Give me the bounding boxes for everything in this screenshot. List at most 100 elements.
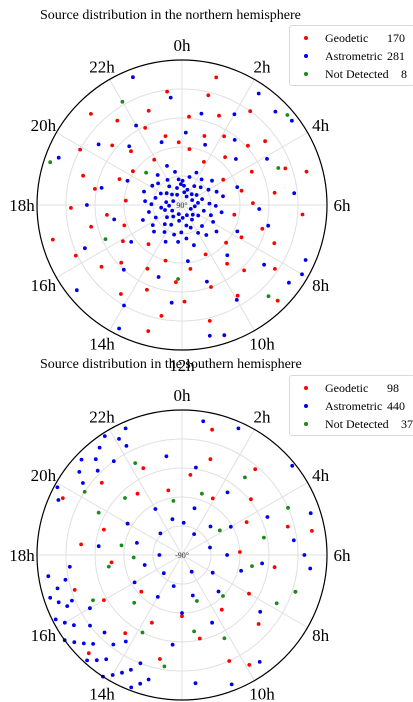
data-point-geodetic: [105, 213, 109, 217]
data-point-astrometric: [170, 642, 175, 647]
data-point-astrometric: [177, 218, 182, 223]
data-point-astrometric: [199, 177, 204, 182]
data-point-astrometric: [182, 190, 187, 195]
data-point-geodetic: [102, 598, 106, 602]
data-point-astrometric: [162, 230, 167, 234]
data-point-astrometric: [287, 280, 291, 285]
data-point-not-detected: [140, 630, 145, 635]
data-point-astrometric: [229, 682, 234, 687]
data-point-astrometric: [138, 681, 143, 686]
data-point-astrometric: [204, 233, 209, 237]
data-point-astrometric: [163, 208, 167, 212]
data-point-astrometric: [97, 445, 102, 450]
data-point-geodetic: [79, 542, 83, 547]
data-point-not-detected: [192, 629, 197, 634]
data-point-astrometric: [210, 620, 215, 625]
data-point-astrometric: [85, 658, 89, 663]
data-point-astrometric: [170, 517, 175, 522]
grid-radial-line: [181, 554, 255, 681]
data-point-astrometric: [112, 217, 117, 222]
data-point-geodetic: [244, 520, 249, 524]
data-point-astrometric: [188, 225, 193, 230]
data-point-astrometric: [55, 586, 60, 591]
data-point-not-detected: [222, 636, 227, 641]
data-point-geodetic: [78, 147, 82, 152]
data-point-astrometric: [122, 303, 126, 308]
data-point-geodetic: [247, 591, 251, 596]
data-point-astrometric: [56, 155, 61, 160]
data-point-astrometric: [159, 140, 164, 145]
legend-north: Geodetic 170 Astrometric 281 Not Detecte…: [289, 25, 413, 86]
data-point-astrometric: [234, 298, 239, 302]
angle-tick-label: 16h: [31, 276, 57, 295]
data-point-astrometric: [239, 568, 244, 573]
data-point-astrometric: [176, 177, 181, 182]
data-point-geodetic: [272, 241, 277, 246]
data-point-astrometric: [62, 620, 67, 625]
data-point-geodetic: [206, 93, 211, 98]
legend-entry-astrometric: Astrometric 281: [290, 47, 413, 65]
data-point-astrometric: [48, 595, 53, 600]
data-point-not-detected: [293, 589, 298, 594]
data-point-astrometric: [164, 454, 169, 459]
angle-tick-label: 22h: [89, 407, 115, 426]
data-point-astrometric: [199, 111, 204, 116]
legend-count: 8: [401, 66, 407, 81]
data-point-geodetic: [158, 657, 162, 661]
data-point-astrometric: [111, 459, 116, 464]
data-point-astrometric: [190, 593, 195, 598]
data-point-geodetic: [310, 529, 314, 533]
data-point-not-detected: [221, 594, 225, 598]
data-point-astrometric: [176, 240, 181, 244]
data-point-astrometric: [214, 189, 219, 194]
angle-tick-label: 2h: [254, 407, 272, 426]
data-point-astrometric: [205, 279, 209, 284]
data-point-astrometric: [180, 216, 185, 220]
data-point-astrometric: [176, 212, 181, 217]
data-point-geodetic: [227, 659, 232, 663]
data-point-geodetic: [221, 177, 226, 182]
data-point-astrometric: [186, 259, 190, 263]
data-point-astrometric: [165, 215, 169, 220]
data-point-astrometric: [184, 223, 189, 228]
angle-tick-label: 20h: [31, 466, 57, 485]
angle-tick-label: 18h: [9, 546, 35, 565]
data-point-astrometric: [303, 258, 308, 262]
data-point-astrometric: [125, 178, 130, 183]
angle-tick-label: 12h: [169, 356, 195, 375]
data-point-astrometric: [173, 170, 177, 174]
legend-label: Astrometric: [325, 398, 383, 413]
data-point-astrometric: [192, 506, 197, 511]
data-point-geodetic: [285, 524, 290, 529]
data-point-astrometric: [302, 553, 307, 557]
data-point-geodetic: [99, 264, 104, 269]
data-point-astrometric: [83, 246, 87, 251]
legend-entry-geodetic: Geodetic 170: [290, 29, 413, 47]
data-point-geodetic: [272, 565, 277, 570]
data-point-geodetic: [217, 113, 221, 118]
data-point-astrometric: [185, 213, 189, 218]
data-point-astrometric: [300, 272, 304, 277]
data-point-geodetic: [223, 155, 228, 160]
data-point-not-detected: [131, 555, 136, 560]
data-point-astrometric: [200, 224, 204, 228]
data-point-astrometric: [123, 426, 128, 431]
data-point-geodetic: [253, 467, 258, 472]
data-point-astrometric: [117, 437, 121, 441]
data-point-astrometric: [181, 520, 186, 525]
data-point-astrometric: [153, 507, 158, 511]
legend-label: Geodetic: [325, 30, 369, 45]
data-point-astrometric: [95, 468, 100, 473]
data-point-geodetic: [119, 260, 124, 265]
grid-radial-line: [181, 554, 308, 628]
data-point-astrometric: [55, 485, 60, 490]
angle-tick-label: 8h: [312, 276, 330, 295]
data-point-astrometric: [236, 426, 241, 431]
data-point-geodetic: [123, 198, 128, 203]
angle-tick-label: 10h: [249, 685, 275, 702]
data-point-astrometric: [135, 541, 139, 545]
data-point-geodetic: [174, 280, 178, 284]
data-point-geodetic: [102, 527, 106, 532]
data-point-not-detected: [48, 160, 53, 165]
data-point-geodetic: [222, 134, 227, 139]
